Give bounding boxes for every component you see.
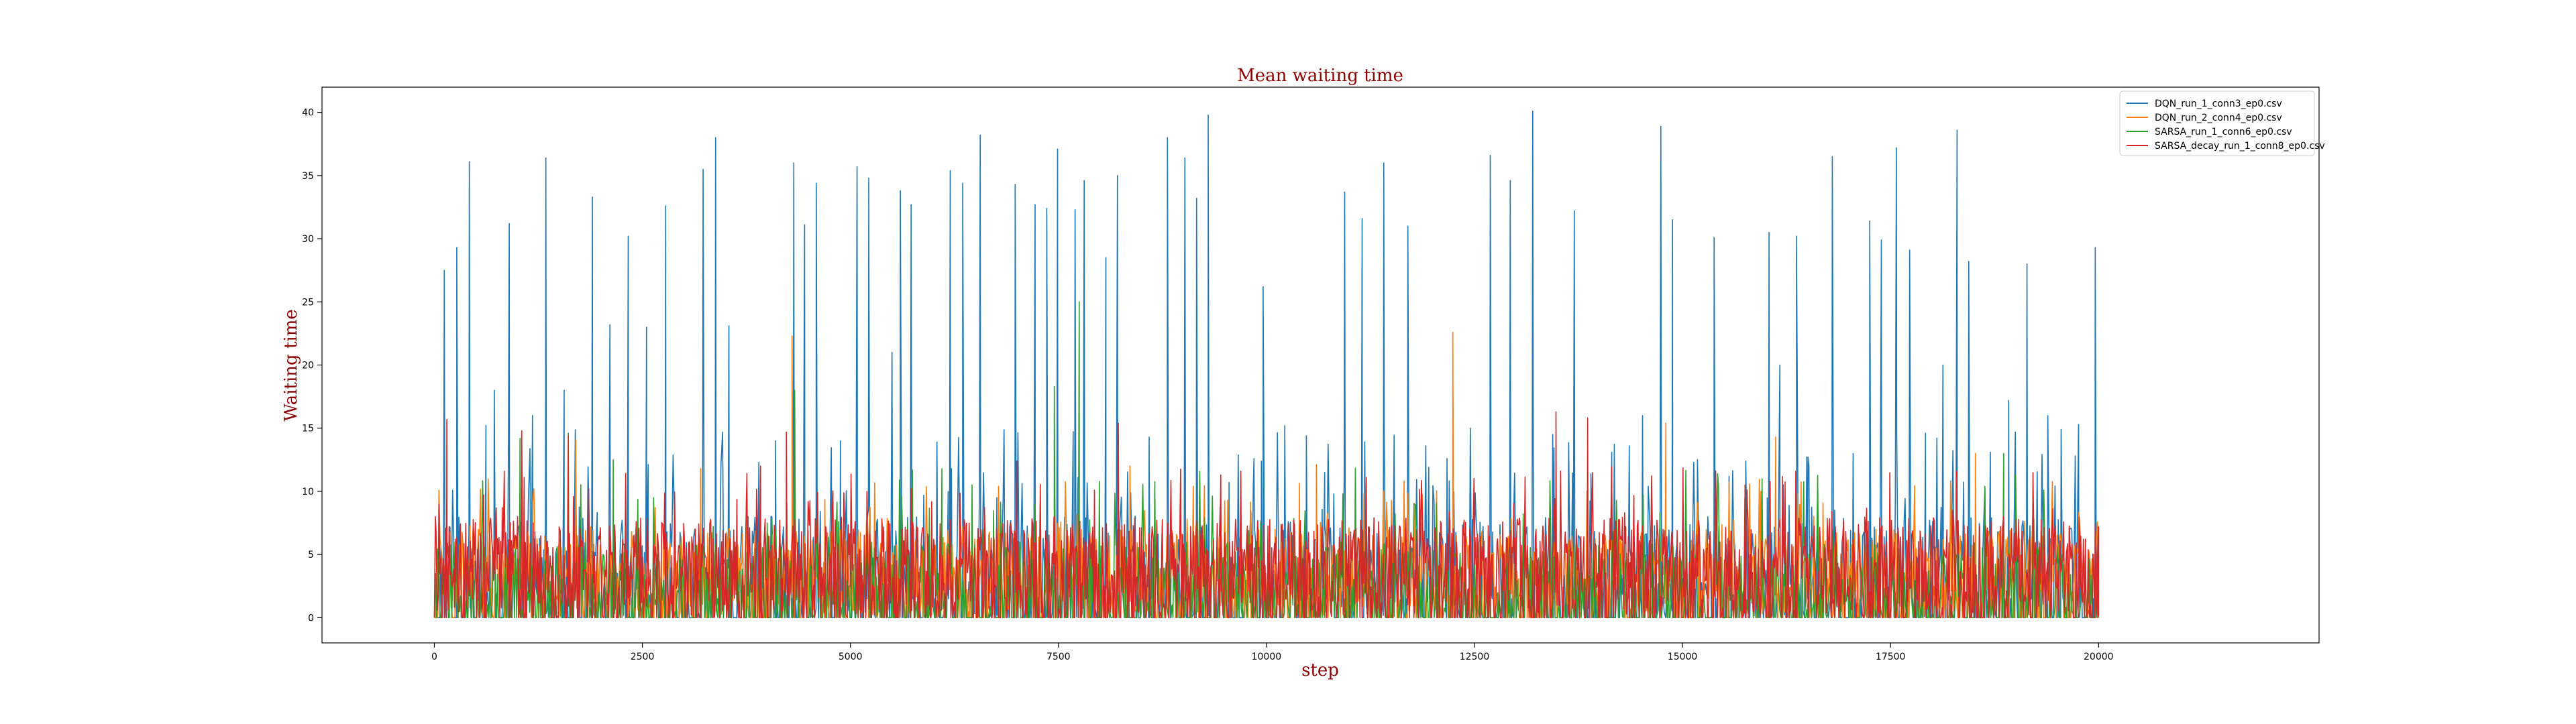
legend: DQN_run_1_conn3_ep0.csv DQN_run_2_conn4_e…	[2119, 90, 2325, 156]
x-tick-label: 15000	[1668, 652, 1698, 662]
x-tick-label: 12500	[1460, 652, 1490, 662]
y-tick-label: 0	[308, 613, 314, 623]
y-tick-label: 15	[302, 424, 314, 434]
legend-label: DQN_run_1_conn3_ep0.csv	[2155, 99, 2282, 109]
series-layer	[433, 111, 2100, 619]
x-tick-label: 5000	[839, 652, 863, 662]
y-axis: 0 5 10 15 20 25 30 35 40	[302, 108, 322, 623]
x-tick-label: 10000	[1252, 652, 1282, 662]
legend-label: SARSA_run_1_conn6_ep0.csv	[2155, 127, 2292, 137]
x-tick-label: 20000	[2084, 652, 2114, 662]
y-tick-label: 5	[308, 550, 314, 560]
y-tick-label: 10	[302, 487, 314, 497]
y-tick-label: 40	[302, 108, 314, 119]
legend-label: SARSA_decay_run_1_conn8_ep0.csv	[2155, 141, 2325, 152]
y-tick-label: 35	[302, 171, 314, 182]
y-tick-label: 25	[302, 297, 314, 308]
chart-title: Mean waiting time	[1237, 66, 1403, 86]
series-line-3	[433, 301, 2100, 619]
legend-box	[2119, 90, 2315, 156]
x-axis-label: step	[1301, 660, 1339, 680]
y-tick-label: 20	[302, 361, 314, 371]
y-axis-label: Waiting time	[281, 309, 301, 422]
x-tick-label: 17500	[1876, 652, 1906, 662]
x-tick-label: 0	[431, 652, 437, 662]
legend-label: DQN_run_2_conn4_ep0.csv	[2155, 113, 2282, 123]
x-tick-label: 2500	[631, 652, 655, 662]
y-tick-label: 30	[302, 234, 314, 245]
series-line-4	[433, 411, 2100, 619]
x-tick-label: 7500	[1046, 652, 1071, 662]
x-axis: 0 2500 5000 7500 10000 12500 15000 17500 20000	[431, 643, 2114, 662]
